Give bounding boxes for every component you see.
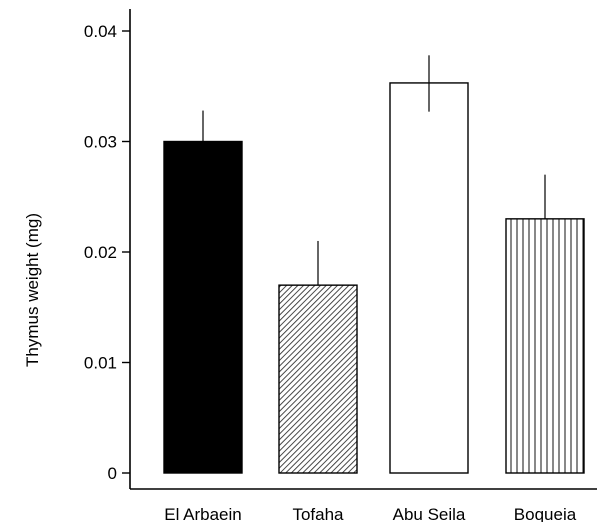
x-tick-label: Tofaha [292, 505, 344, 522]
bar [278, 284, 358, 474]
y-tick-label: 0.02 [84, 243, 117, 262]
y-tick-label: 0.04 [84, 22, 117, 41]
bar [389, 82, 469, 474]
x-tick-label: Boqueia [514, 505, 577, 522]
y-axis-title: Thymus weight (mg) [23, 213, 42, 367]
plot-area: 0 0.01 0.02 0.03 0.04 El Arbaein Tofaha Abu Sei… [84, 9, 597, 522]
y-tick-label: 0 [108, 464, 117, 483]
bar [163, 140, 243, 474]
x-tick-label: El Arbaein [164, 505, 242, 522]
y-tick-label: 0.03 [84, 133, 117, 152]
bar [505, 218, 585, 474]
y-tick-label: 0.01 [84, 354, 117, 373]
x-tick-label: Abu Seila [393, 505, 466, 522]
